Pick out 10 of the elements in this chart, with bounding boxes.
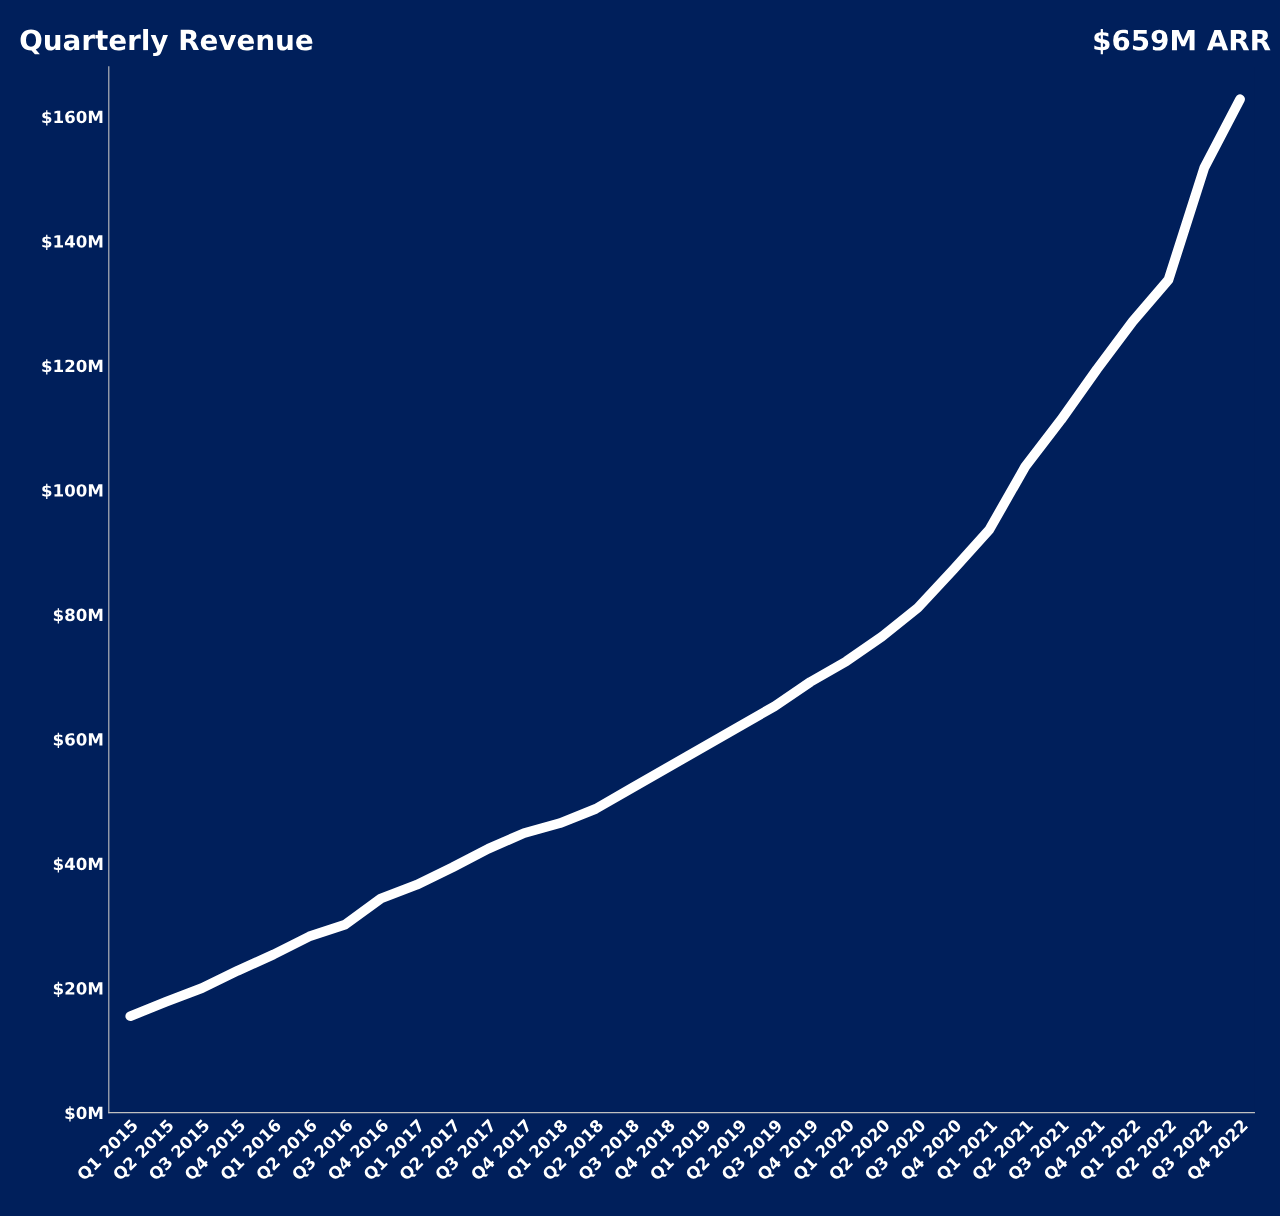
- text: $659M ARR: [1094, 29, 1271, 55]
- y-tick-label: $60M: [53, 732, 103, 748]
- y-tick-label: $160M: [42, 110, 103, 126]
- y-tick-label: $40M: [53, 857, 103, 873]
- y-tick-label: $120M: [42, 359, 103, 375]
- y-tick-label: $80M: [53, 608, 103, 624]
- y-tick-label: $140M: [42, 234, 103, 250]
- y-tick-label: $100M: [42, 483, 103, 499]
- chart-title: Quarterly Revenue: [20, 29, 313, 57]
- y-tick-label: $20M: [53, 981, 103, 997]
